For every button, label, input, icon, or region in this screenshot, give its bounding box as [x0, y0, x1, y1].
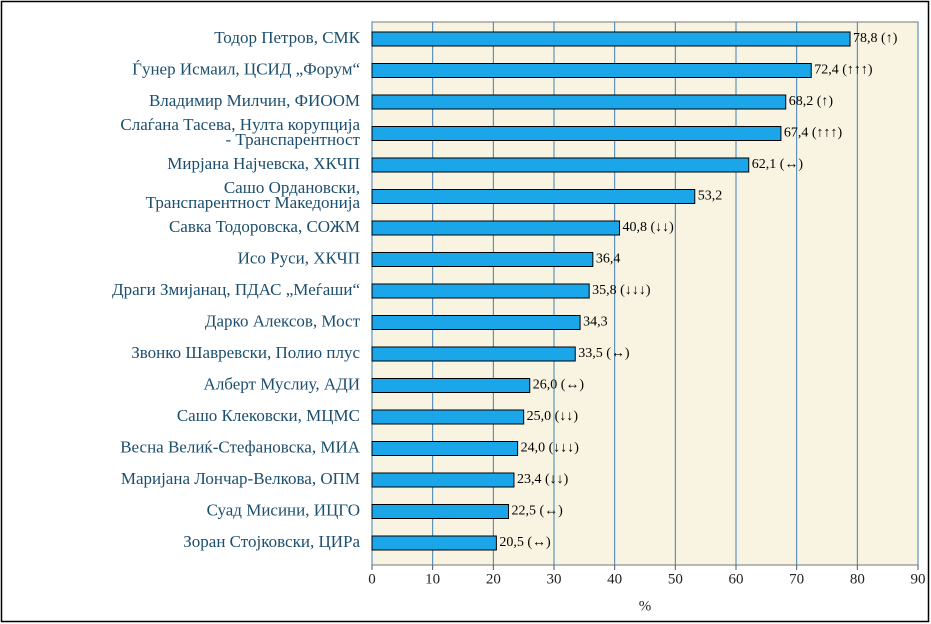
category-label: Зоран Стојковски, ЦИРа [183, 532, 360, 551]
value-label: 78,8 (↑) [853, 31, 898, 46]
category-label: Тодор Петров, СМК [214, 28, 360, 47]
value-label: 25,0 (↓↓) [527, 409, 579, 424]
value-label: 72,4 (↑↑↑) [814, 63, 873, 78]
bar [371, 441, 519, 456]
bar [371, 189, 696, 204]
bar [371, 63, 812, 78]
bar [371, 220, 621, 236]
bar [371, 283, 590, 299]
value-label: 68,2 (↑) [789, 94, 834, 109]
bar [371, 252, 594, 267]
category-label: Звонко Шавревски, Полио плус [131, 343, 360, 362]
value-label: 36,4 [596, 252, 621, 267]
bar [371, 31, 851, 47]
x-tick-label: 90 [911, 571, 926, 587]
category-label: Мирјана Најчевска, ХКЧП [167, 154, 360, 173]
bar [371, 535, 497, 551]
x-tick-label: 0 [368, 571, 376, 587]
x-tick-label: 50 [668, 571, 683, 587]
x-tick-label: 60 [729, 571, 744, 587]
value-label: 20,5 (↔) [499, 535, 551, 550]
category-label: Алберт Муслиу, АДИ [204, 374, 360, 393]
bar [371, 409, 525, 425]
value-label: 40,8 (↓↓) [623, 220, 675, 235]
bar [371, 157, 750, 173]
x-axis-label: % [639, 598, 652, 614]
value-label: 22,5 (↔) [512, 504, 564, 519]
category-label: Савка Тодоровска, СОЖМ [169, 217, 360, 236]
value-label: 24,0 (↓↓↓) [521, 441, 580, 456]
bar [371, 504, 509, 519]
category-label: Владимир Милчин, ФИООМ [149, 91, 360, 110]
bar [371, 315, 581, 330]
value-label: 33,5 (↔) [578, 346, 630, 361]
x-tick-label: 70 [789, 571, 804, 587]
bar [371, 472, 515, 488]
category-label: Ѓунер Исмаил, ЦСИД „Форум“ [132, 59, 360, 78]
category-label: Маријана Лончар-Велкова, ОПМ [121, 469, 360, 488]
value-label: 26,0 (↔) [533, 378, 585, 393]
x-tick-label: 10 [425, 571, 440, 587]
category-label: Сашо Клековски, МЦМС [177, 406, 360, 425]
category-label: Слаѓана Тасева, Нулта корупција - Транспа… [120, 115, 360, 149]
bar [371, 346, 576, 362]
value-label: 35,8 (↓↓↓) [592, 283, 651, 298]
category-label: Дарко Алексов, Мост [205, 311, 361, 330]
value-label: 23,4 (↓↓) [517, 472, 569, 487]
category-label: Исо Руси, ХКЧП [238, 248, 360, 267]
value-label: 53,2 [698, 189, 723, 204]
category-label: Суад Мисини, ИЦГО [207, 500, 360, 519]
x-tick-label: 80 [850, 571, 865, 587]
category-label: Сашо Ордановски, Транспарентност Македони… [146, 178, 361, 212]
bar [371, 94, 787, 110]
x-tick-label: 40 [607, 571, 622, 587]
bar [371, 126, 782, 141]
bar [371, 378, 531, 393]
value-label: 62,1 (↔) [752, 157, 804, 172]
value-label: 34,3 [583, 315, 608, 330]
category-label: Драги Змијанац, ПДАС „Меѓаши“ [112, 280, 360, 299]
x-tick-label: 20 [486, 571, 501, 587]
value-label: 67,4 (↑↑↑) [784, 126, 843, 141]
category-label: Весна Велиќ-Стефановска, МИА [120, 437, 360, 456]
x-tick-label: 30 [547, 571, 562, 587]
